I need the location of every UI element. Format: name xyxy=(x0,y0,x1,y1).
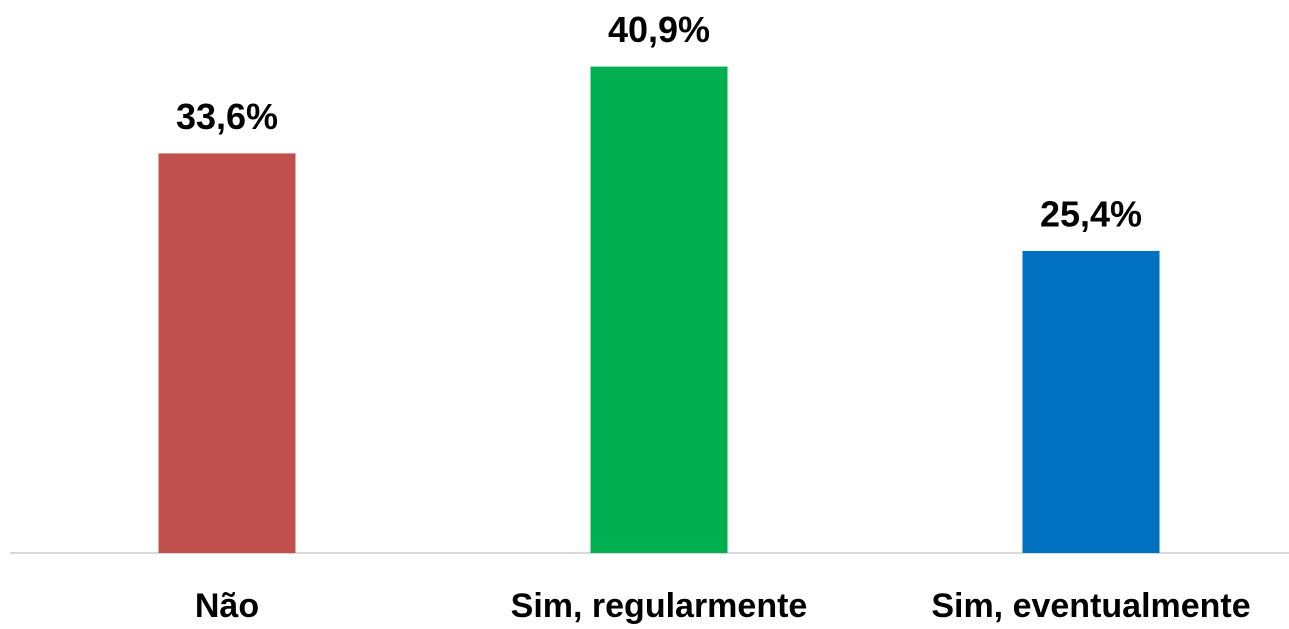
x-tick-label: Sim, eventualmente xyxy=(931,587,1250,625)
value-label: 33,6% xyxy=(176,96,278,137)
x-tick-label: Não xyxy=(195,587,259,625)
x-tick-label: Sim, regularmente xyxy=(511,587,808,625)
value-label: 40,9% xyxy=(608,9,710,50)
bar xyxy=(158,153,296,553)
bar xyxy=(590,66,728,554)
bar xyxy=(1022,250,1160,553)
value-label: 25,4% xyxy=(1040,193,1142,234)
